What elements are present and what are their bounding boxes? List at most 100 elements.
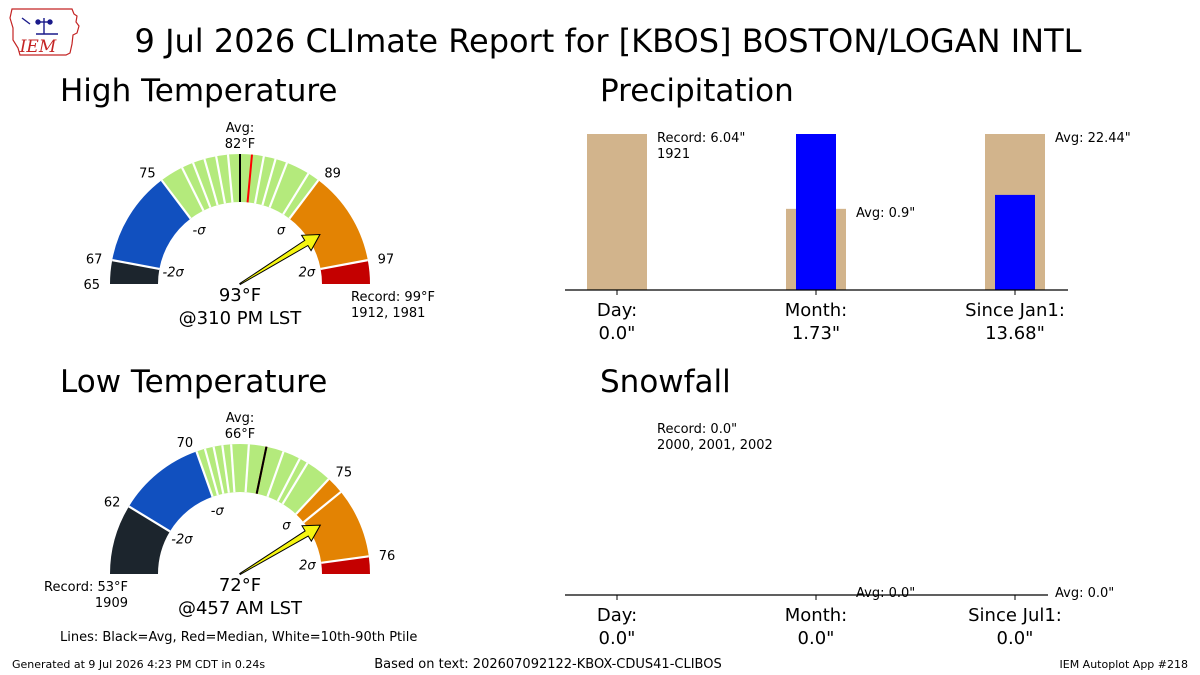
footer-generated: Generated at 9 Jul 2026 4:23 PM CDT in 0… [12, 658, 265, 671]
category-label: Month: [785, 300, 847, 321]
gauge-tick-label: 62 [104, 495, 121, 510]
percentile-line [266, 451, 285, 498]
percentile-line [221, 445, 230, 493]
sigma-boundary-line [128, 505, 171, 533]
high-temperature-title: High Temperature [60, 73, 337, 109]
average-value: 82°F [225, 137, 256, 152]
precipitation-chart: Precipitation Record: 6.04"1921 Day:0.0" A… [565, 73, 1131, 344]
sigma-boundary-line [320, 259, 368, 271]
category-label: Since Jul1: [968, 605, 1062, 626]
gauge-tick-label: 70 [177, 436, 194, 451]
percentile-line [226, 154, 234, 203]
percentile-line [181, 167, 205, 212]
gauge-tick-label: 97 [378, 252, 395, 267]
category-label: Day: [597, 300, 637, 321]
category-value: 0.0" [997, 628, 1034, 649]
gauge-tick-label: 89 [324, 166, 341, 181]
low-temperature-title: Low Temperature [60, 364, 327, 400]
reference-label-years: 1921 [657, 147, 690, 162]
gauge-band-plus-2-sigma [321, 556, 370, 574]
sigma-boundary-line [160, 179, 192, 220]
sigma-label: -σ [193, 224, 207, 239]
reference-label: Avg: 0.0" [856, 586, 915, 601]
sigma-boundary-line [321, 555, 369, 564]
gauge-tick-label: 67 [86, 252, 103, 267]
gauge-tick-label: 76 [379, 549, 396, 564]
logo-text: IEM [19, 37, 57, 57]
gauge-band-minus-1-sigma [128, 451, 213, 532]
reference-label: Avg: 0.9" [856, 206, 915, 221]
average-value: 66°F [225, 427, 256, 442]
gauge-band-minus-2-sigma [110, 260, 160, 284]
percentile-line [276, 458, 301, 502]
reference-label: Record: 0.0" [657, 422, 737, 437]
observed-needle-icon [239, 233, 321, 286]
observed-time: @310 PM LST [179, 308, 303, 329]
percentile-line [302, 491, 342, 524]
percentile-line [253, 156, 265, 204]
percentile-line [203, 448, 219, 496]
record-years: 1909 [95, 596, 128, 611]
sigma-label: -σ [211, 504, 225, 519]
sigma-label: 2σ [299, 559, 316, 574]
low-temperature-gauge: Low Temperature 62 70 75 76 -2σ -σ σ 2σ Avg:66°F… [44, 364, 395, 619]
gauge-tick-label: 75 [336, 466, 353, 481]
reference-label: Avg: 0.0" [1055, 586, 1114, 601]
gauge-tick-label: 65 [83, 278, 100, 293]
median-line [246, 154, 253, 203]
reference-label: Avg: 22.44" [1055, 131, 1131, 146]
category-value: 1.73" [792, 323, 840, 344]
observed-time: @457 AM LST [178, 598, 303, 619]
observed-needle-icon [239, 524, 322, 576]
category-value: 13.68" [985, 323, 1045, 344]
observed-value: 93°F [219, 285, 261, 306]
sigma-label: σ [282, 518, 291, 533]
category-value: 0.0" [599, 323, 636, 344]
lines-legend-note: Lines: Black=Avg, Red=Median, White=10th… [60, 630, 417, 645]
sigma-label: -2σ [171, 533, 193, 548]
sigma-boundary-line [195, 451, 214, 498]
category-label: Month: [785, 605, 847, 626]
percentile-line [261, 158, 277, 206]
category-value: 0.0" [599, 628, 636, 649]
iem-logo: IEM [9, 8, 80, 57]
footer-app: IEM Autoplot App #218 [1060, 658, 1189, 671]
observed-bar [796, 134, 836, 290]
record-years: 1912, 1981 [351, 306, 425, 321]
percentile-line [203, 158, 219, 206]
page-title: 9 Jul 2026 CLImate Report for [KBOS] BOS… [135, 22, 1082, 60]
gauge-tick-label: 75 [139, 166, 156, 181]
observed-value: 72°F [219, 575, 261, 596]
percentile-line [212, 446, 225, 494]
percentile-line [281, 462, 309, 505]
average-line [255, 446, 268, 494]
sigma-boundary-line [288, 179, 320, 220]
gauge-band-plus-1-sigma [295, 478, 369, 563]
percentile-line [230, 444, 236, 493]
sigma-label: σ [277, 224, 286, 239]
precipitation-title: Precipitation [600, 73, 794, 109]
average-label: Avg: [226, 121, 254, 136]
percentile-line [215, 156, 227, 204]
footer-source: Based on text: 202607092122-KBOX-CDUS41-… [374, 657, 721, 672]
observed-bar [995, 194, 1035, 290]
percentile-line [192, 162, 212, 208]
snowfall-chart: Snowfall Record: 0.0"2000, 2001, 2002 Day… [565, 364, 1114, 649]
gauge-band-plus-2-sigma [320, 260, 370, 284]
sigma-boundary-line [112, 259, 160, 271]
high-temperature-gauge: High Temperature 65 67 75 89 97 -2σ -σ σ 2σ Avg:8… [60, 73, 435, 329]
category-label: Day: [597, 605, 637, 626]
average-label: Avg: [226, 411, 254, 426]
gauge-band-minus-1-sigma [112, 180, 191, 269]
percentile-line [268, 162, 288, 208]
gauge-band-plus-1-sigma [289, 180, 368, 269]
sigma-label: -2σ [163, 266, 185, 281]
reference-label: Record: 6.04" [657, 131, 745, 146]
gauge-band-normal [196, 444, 329, 515]
percentile-line [244, 444, 250, 493]
weather-station-icon [21, 17, 58, 35]
record-label: Record: 99°F [351, 290, 435, 305]
category-value: 0.0" [798, 628, 835, 649]
sigma-label: 2σ [299, 266, 316, 281]
